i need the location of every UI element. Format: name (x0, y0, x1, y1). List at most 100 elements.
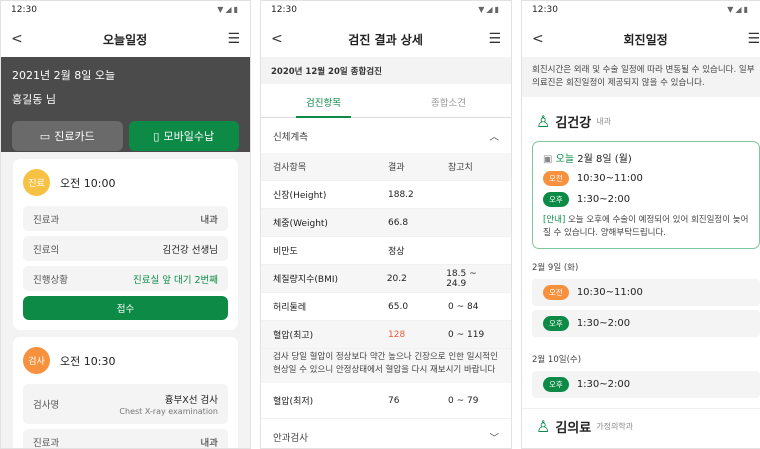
schedule-card-exam: 검사 오전 10:30 검사명 흉부X선 검사 Chest X-ray examina… (13, 337, 238, 449)
table-row: 허리둘레 65.0 0 ~ 84 (261, 293, 511, 321)
bp-note: 검사 당일 혈압이 정상보다 약간 높으나 긴장으로 인한 일시적인 현상일 수… (261, 349, 511, 383)
table-row: 체질량지수(BMI) 20.2 18.5 ~ 24.9 (261, 265, 511, 293)
table-row: 신장(Height) 188.2 (261, 181, 511, 209)
back-icon[interactable]: < (532, 31, 544, 47)
card-button[interactable]: ▭ 진료카드 (12, 121, 123, 151)
info-row: 검사명 흉부X선 검사 Chest X-ray examination (23, 384, 228, 424)
row-value: 내과 (200, 214, 218, 226)
cell: 신장(Height) (273, 191, 327, 201)
schedule-time: 오전 10:30 (60, 354, 116, 368)
page-title: 오늘일정 (103, 32, 148, 47)
signal-icons: ▼◢▮ (217, 5, 240, 14)
banner: 2021년 2월 8일 오늘 홍길동 님 ▭ 진료카드 ▯ 모바일수납 (1, 57, 250, 152)
info-text: 오늘 오후에 수술이 예정되어 있어 회진일정이 늦어질 수 있습니다. 양해부… (543, 215, 749, 238)
row-label: 진료의 (33, 244, 60, 256)
col-header: 결과 (388, 163, 405, 173)
time-range: 1:30~2:00 (576, 318, 631, 329)
pm-pill: 오후 (543, 192, 569, 207)
chevron-up-icon: ︿ (489, 131, 499, 143)
status-bar: 12:30 ▼◢▮ (522, 1, 760, 21)
cell: 0 ~ 79 (448, 395, 479, 406)
treatment-badge: 진료 (23, 169, 50, 196)
rounds-row: 오전 10:30~11:00 (532, 279, 760, 306)
calendar-icon: ▣ (543, 154, 553, 165)
cell: 76 (388, 395, 400, 406)
checkup-date: 2020년 12월 20일 종합검진 (261, 57, 511, 84)
tab-summary[interactable]: 종합소견 (431, 98, 466, 109)
card-button-label: 진료카드 (54, 130, 95, 143)
doctor-header: ♙ 김건강 내과 (532, 97, 760, 141)
rounds-date: 2월 9일 (화) (532, 263, 579, 273)
cell: 혈압(최저) (273, 397, 314, 407)
cell: 정상 (388, 247, 405, 257)
section-body-measure[interactable]: 신체계측 ︿ (261, 118, 511, 153)
doctor-name: 김건강 (555, 116, 592, 131)
doctor-header: ♙ 김의료 가정의학과 (532, 409, 760, 446)
table-row: 비만도 정상 (261, 237, 511, 265)
row-label: 진행상황 (33, 274, 68, 286)
phone-rounds-schedule: 12:30 ▼◢▮ < 회진일정 ☰ 회진시간은 외래 및 수술 일정에 따라 변동될… (521, 0, 760, 449)
banner-date: 2021년 2월 8일 오늘 (12, 69, 116, 82)
back-icon[interactable]: < (271, 31, 283, 47)
pay-button-label: 모바일수납 (163, 130, 215, 143)
schedule-card-treatment: 진료 오전 10:00 진료과 내과 진료의 김건강 선생님 진행상황 진료실 앞 대기… (13, 159, 238, 330)
row-label: 검사명 (33, 400, 60, 411)
time-range: 1:30~2:00 (576, 379, 631, 390)
exam-name-en: Chest X-ray examination (119, 406, 218, 416)
info-row: 진행상황 진료실 앞 대기 2번째 (23, 266, 228, 291)
status-time: 12:30 (11, 5, 37, 15)
table-row: 체중(Weight) 66.8 (261, 209, 511, 237)
cell: 허리둘레 (273, 303, 307, 313)
doctor-dept: 내과 (596, 117, 611, 126)
table-header: 검사항목 결과 참고치 (261, 153, 511, 181)
header: < 검진 결과 상세 ☰ (261, 21, 511, 57)
cell: 128 (388, 329, 406, 340)
page-title: 검진 결과 상세 (348, 32, 423, 47)
cell: 0 ~ 119 (448, 329, 485, 340)
row-value: 김건강 선생님 (162, 244, 218, 256)
status-bar: 12:30 ▼◢▮ (1, 1, 250, 21)
back-icon[interactable]: < (11, 31, 23, 47)
patient-name: 홍길동 님 (12, 93, 56, 106)
menu-icon[interactable]: ☰ (747, 31, 760, 47)
time-range: 10:30~11:00 (576, 287, 643, 298)
phone-today-schedule: 12:30 ▼◢▮ < 오늘일정 ☰ 2021년 2월 8일 오늘 홍길동 님 ▭ 진료… (0, 0, 251, 449)
section-title: 안과검사 (273, 432, 308, 444)
row-value: 진료실 앞 대기 2번째 (132, 274, 218, 286)
table-row: 혈압(최저) 76 0 ~ 79 (261, 383, 511, 419)
tab-items[interactable]: 검진항목 (261, 84, 386, 118)
phone-result-detail: 12:30 ▼◢▮ < 검진 결과 상세 ☰ 2020년 12월 20일 종합검진 검… (260, 0, 512, 449)
doctor-name: 김의료 (555, 421, 592, 436)
row-label: 진료과 (33, 437, 60, 449)
menu-icon[interactable]: ☰ (488, 31, 501, 47)
cell: 체중(Weight) (273, 219, 328, 229)
section-eye-exam[interactable]: 안과검사 ﹀ (261, 419, 511, 448)
divider (522, 408, 760, 409)
status-time: 12:30 (271, 5, 297, 15)
cell: 18.5 ~ 24.9 (446, 268, 477, 289)
signal-icons: ▼◢▮ (478, 5, 501, 14)
today-rounds-card: ▣ 오늘 2월 8일 (월) 오전 10:30~11:00 오후 1:30~2:00… (532, 141, 760, 249)
time-range: 1:30~2:00 (576, 194, 631, 205)
cell: 비만도 (273, 247, 298, 257)
cell: 0 ~ 84 (448, 301, 479, 312)
pm-pill: 오후 (543, 377, 569, 392)
cell: 66.8 (388, 217, 409, 228)
rounds-row: 오후 1:30~2:00 (532, 371, 760, 398)
cell: 188.2 (388, 189, 414, 200)
exam-name: 흉부X선 검사 (164, 394, 218, 406)
cell: 65.0 (388, 301, 409, 312)
status-bar: 12:30 ▼◢▮ (261, 1, 511, 21)
info-tag: [안내] (543, 215, 566, 225)
reception-button[interactable]: 접수 (23, 296, 228, 320)
mobile-pay-button[interactable]: ▯ 모바일수납 (128, 121, 239, 151)
row-value: 내과 (200, 437, 218, 449)
status-time: 12:30 (532, 5, 558, 15)
pm-pill: 오후 (543, 316, 569, 331)
cell: 20.2 (386, 273, 407, 284)
menu-icon[interactable]: ☰ (227, 31, 240, 47)
am-pill: 오전 (543, 171, 569, 186)
doctor-dept: 가정의학과 (596, 422, 634, 431)
today-date: 2월 8일 (월) (577, 154, 632, 165)
table-row: 혈압(최고) 128 0 ~ 119 (261, 321, 511, 349)
